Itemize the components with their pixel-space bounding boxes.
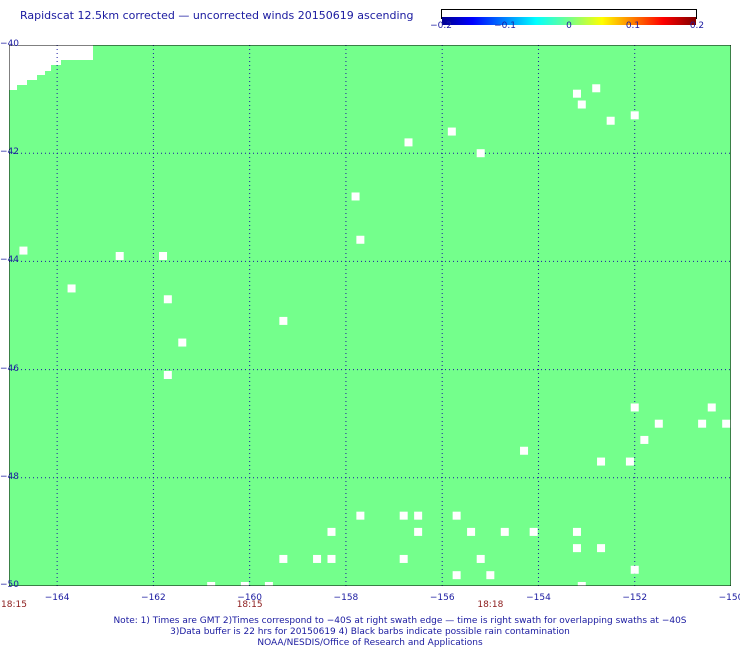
missing-cell bbox=[356, 235, 365, 244]
latitude-label: −48 bbox=[0, 471, 19, 482]
missing-cell bbox=[630, 111, 639, 120]
latitude-label: −42 bbox=[0, 147, 19, 158]
missing-cell bbox=[414, 511, 423, 520]
missing-cell bbox=[529, 527, 538, 536]
map-canvas bbox=[8, 44, 732, 590]
missing-cell bbox=[351, 192, 360, 201]
note-line-1: Note: 1) Times are GMT 2)Times correspon… bbox=[113, 616, 687, 626]
missing-cell bbox=[279, 316, 288, 325]
missing-data-cells bbox=[19, 84, 731, 590]
latitude-label: −40 bbox=[0, 39, 19, 49]
colorbar-tick-label: −0.1 bbox=[494, 21, 516, 31]
time-label: 18:15 bbox=[1, 600, 27, 610]
missing-cell bbox=[486, 571, 495, 580]
missing-cell bbox=[476, 554, 485, 563]
longitude-label: −154 bbox=[526, 593, 551, 603]
missing-cell bbox=[698, 419, 707, 428]
missing-cell bbox=[313, 554, 322, 563]
missing-cell bbox=[279, 554, 288, 563]
missing-cell bbox=[404, 138, 413, 147]
swath-edge-blank bbox=[9, 45, 93, 90]
missing-cell bbox=[240, 582, 249, 590]
colorbar-tick-label: 0.1 bbox=[625, 21, 641, 31]
missing-cell bbox=[399, 511, 408, 520]
longitude-label: −152 bbox=[622, 593, 648, 603]
colorbar bbox=[441, 9, 697, 25]
missing-cell bbox=[163, 295, 172, 304]
colorbar-tick-label: 0.2 bbox=[689, 21, 705, 31]
missing-cell bbox=[356, 511, 365, 520]
missing-cell bbox=[597, 544, 606, 553]
missing-cell bbox=[597, 457, 606, 466]
longitude-label: −164 bbox=[44, 593, 70, 603]
latitude-label: −50 bbox=[0, 580, 19, 590]
colorbar-tick-label: 0 bbox=[566, 21, 572, 31]
longitude-label: −158 bbox=[333, 593, 359, 603]
missing-cell bbox=[399, 554, 408, 563]
missing-cell bbox=[640, 435, 649, 444]
missing-cell bbox=[572, 527, 581, 536]
missing-cell bbox=[500, 527, 509, 536]
note-line-2: 3)Data buffer is 22 hrs for 20150619 4) … bbox=[170, 627, 570, 637]
map-title: Rapidscat 12.5km corrected — uncorrected… bbox=[20, 9, 414, 22]
missing-cell bbox=[625, 457, 634, 466]
missing-cell bbox=[159, 251, 168, 260]
missing-cell bbox=[577, 582, 586, 590]
missing-cell bbox=[592, 84, 601, 93]
missing-cell bbox=[630, 565, 639, 574]
wind-map bbox=[8, 44, 732, 590]
missing-cell bbox=[572, 89, 581, 98]
missing-cell bbox=[707, 403, 716, 412]
land-fill bbox=[9, 45, 731, 586]
longitude-label: −156 bbox=[429, 593, 455, 603]
missing-cell bbox=[572, 544, 581, 553]
note-line-3: NOAA/NESDIS/Office of Research and Appli… bbox=[257, 638, 483, 648]
missing-cell bbox=[264, 582, 273, 590]
colorbar-tick-label: −0.2 bbox=[430, 21, 452, 31]
time-label: 18:15 bbox=[236, 600, 263, 610]
missing-cell bbox=[476, 149, 485, 158]
missing-cell bbox=[447, 127, 456, 136]
missing-cell bbox=[207, 582, 216, 590]
missing-cell bbox=[452, 571, 461, 580]
missing-cell bbox=[115, 251, 124, 260]
missing-cell bbox=[520, 446, 529, 455]
longitude-label: −150 bbox=[718, 593, 740, 603]
missing-cell bbox=[178, 338, 187, 347]
missing-cell bbox=[654, 419, 663, 428]
missing-cell bbox=[467, 527, 476, 536]
missing-cell bbox=[327, 527, 336, 536]
latitude-label: −44 bbox=[0, 255, 19, 266]
missing-cell bbox=[163, 371, 172, 380]
missing-cell bbox=[606, 116, 615, 125]
missing-cell bbox=[722, 419, 731, 428]
missing-cell bbox=[327, 554, 336, 563]
time-label: 18:18 bbox=[477, 600, 504, 610]
latitude-label: −46 bbox=[0, 363, 19, 374]
missing-cell bbox=[414, 527, 423, 536]
missing-cell bbox=[630, 403, 639, 412]
missing-cell bbox=[19, 246, 28, 255]
missing-cell bbox=[67, 284, 76, 293]
missing-cell bbox=[577, 100, 586, 109]
missing-cell bbox=[452, 511, 461, 520]
colorbar-gradient bbox=[442, 17, 696, 25]
longitude-label: −160 bbox=[237, 593, 263, 603]
longitude-label: −162 bbox=[141, 593, 166, 603]
